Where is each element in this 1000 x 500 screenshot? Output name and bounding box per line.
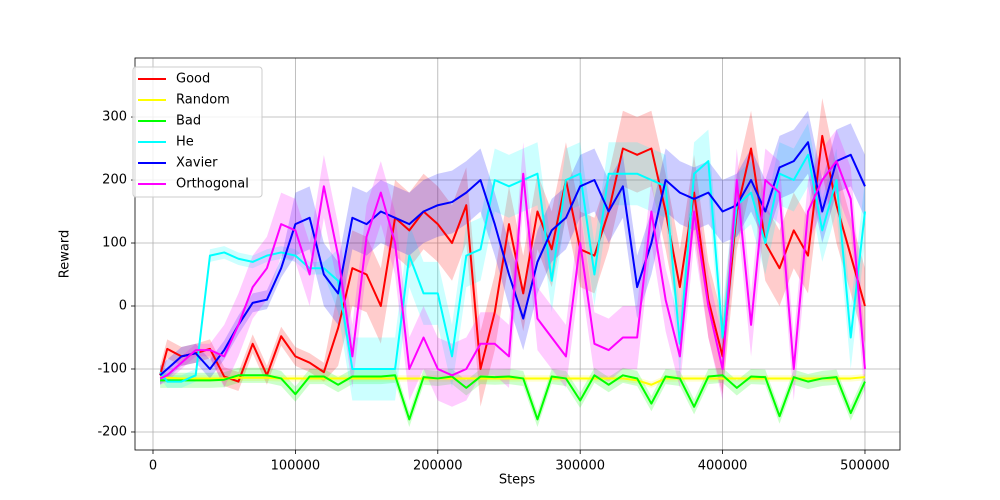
series-line xyxy=(159,160,866,380)
legend-label: Bad xyxy=(176,114,201,129)
x-tick-label: 200000 xyxy=(413,459,463,474)
y-tick-label: 100 xyxy=(102,236,127,251)
y-tick-label: 0 xyxy=(119,299,127,314)
plot-frame xyxy=(134,57,901,451)
legend-label: Orthogonal xyxy=(176,177,249,192)
y-tick-label: 300 xyxy=(102,110,127,125)
x-tick-label: 400000 xyxy=(698,459,748,474)
x-tick-label: 0 xyxy=(149,459,157,474)
x-tick-label: 300000 xyxy=(555,459,605,474)
legend-label: Random xyxy=(176,93,230,108)
legend-label: Xavier xyxy=(176,156,218,171)
band xyxy=(160,98,865,407)
x-axis-label: Steps xyxy=(499,473,536,488)
legend-label: Good xyxy=(176,72,210,87)
y-axis-label: Reward xyxy=(58,230,73,278)
series-line xyxy=(160,374,866,421)
y-tick-label: -100 xyxy=(97,361,127,376)
x-tick-label: 500000 xyxy=(840,459,890,474)
legend-label: He xyxy=(176,135,194,150)
series-line xyxy=(160,376,866,386)
band xyxy=(160,110,865,385)
series-line xyxy=(159,141,866,377)
y-tick-label: 200 xyxy=(102,173,127,188)
y-tick-label: -200 xyxy=(97,424,127,439)
x-tick-label: 100000 xyxy=(271,459,321,474)
series-line xyxy=(159,134,866,383)
band xyxy=(160,367,865,427)
